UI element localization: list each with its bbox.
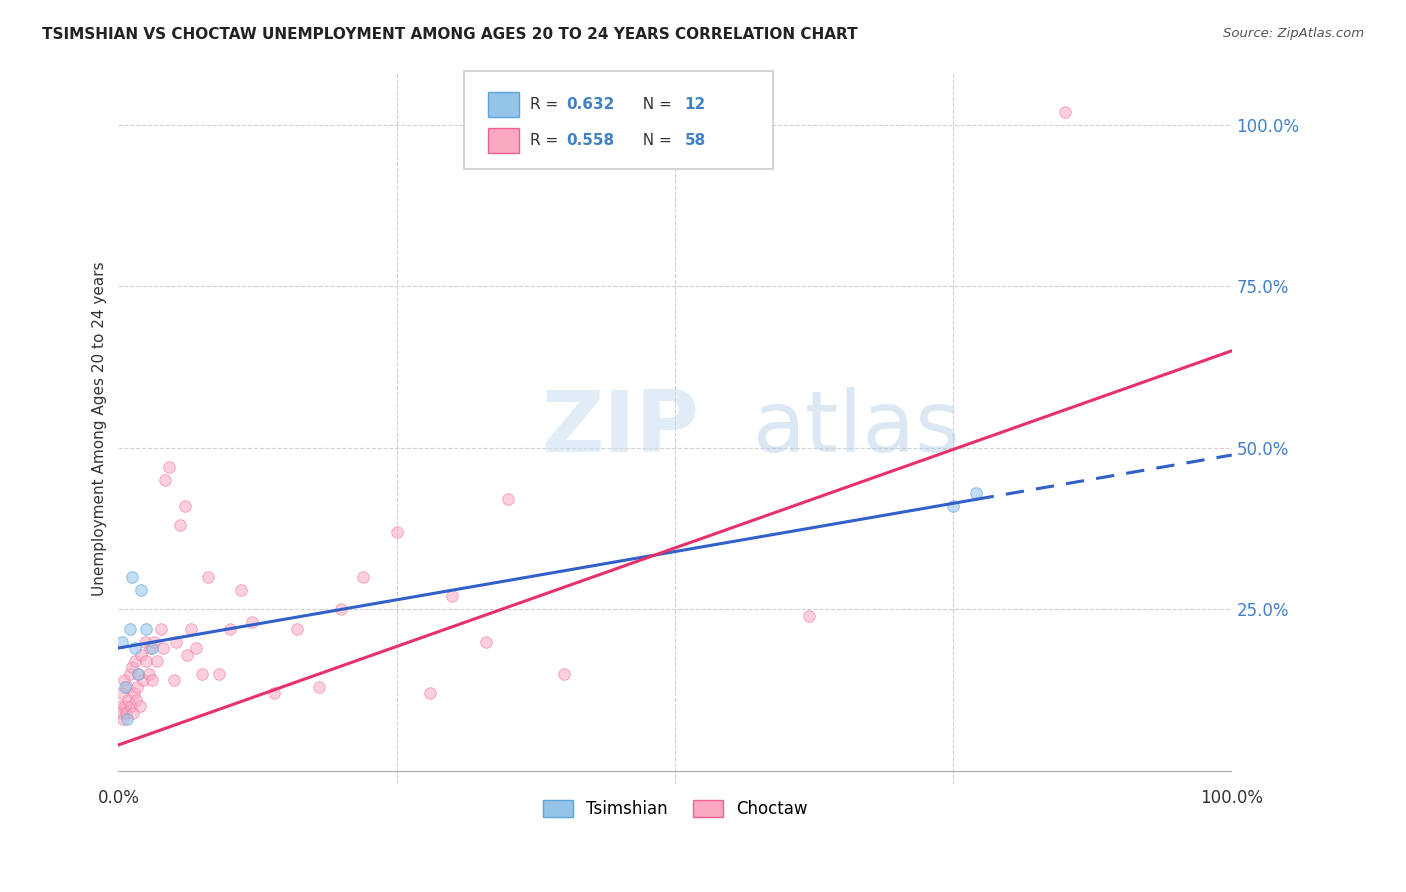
Point	[128, 699, 150, 714]
Point	[285, 622, 308, 636]
Y-axis label: Unemployment Among Ages 20 to 24 years: Unemployment Among Ages 20 to 24 years	[93, 261, 107, 596]
Point	[308, 680, 330, 694]
Point	[120, 699, 142, 714]
Point	[135, 654, 157, 668]
Point	[163, 673, 186, 688]
Point	[115, 706, 138, 720]
Text: Source: ZipAtlas.com: Source: ZipAtlas.com	[1223, 27, 1364, 40]
Point	[152, 641, 174, 656]
Point	[496, 492, 519, 507]
Point	[125, 692, 148, 706]
Point	[191, 666, 214, 681]
Point	[129, 648, 152, 662]
Point	[965, 486, 987, 500]
Text: N =: N =	[633, 97, 676, 112]
Point	[441, 590, 464, 604]
Point	[330, 602, 353, 616]
Point	[111, 686, 134, 700]
Point	[143, 634, 166, 648]
Point	[385, 524, 408, 539]
Point	[553, 666, 575, 681]
Point	[134, 634, 156, 648]
Point	[352, 570, 374, 584]
Point	[127, 666, 149, 681]
Point	[121, 660, 143, 674]
Point	[114, 680, 136, 694]
Text: 0.558: 0.558	[567, 133, 614, 147]
Point	[118, 622, 141, 636]
Point	[149, 622, 172, 636]
Point	[146, 654, 169, 668]
Point	[180, 622, 202, 636]
Point	[942, 499, 965, 513]
Text: ZIP: ZIP	[541, 387, 699, 470]
Point	[157, 460, 180, 475]
Point	[174, 499, 197, 513]
Point	[419, 686, 441, 700]
Point	[141, 673, 163, 688]
Point	[111, 712, 134, 726]
Text: 12: 12	[685, 97, 706, 112]
Point	[122, 686, 145, 700]
Point	[124, 654, 146, 668]
Point	[1053, 104, 1076, 119]
Text: 58: 58	[685, 133, 706, 147]
Point	[114, 699, 136, 714]
Point	[263, 686, 285, 700]
Point	[124, 641, 146, 656]
Point	[121, 570, 143, 584]
Point	[475, 634, 498, 648]
Point	[797, 608, 820, 623]
Point	[117, 712, 139, 726]
Text: atlas: atlas	[754, 387, 962, 470]
Point	[108, 699, 131, 714]
Text: N =: N =	[633, 133, 676, 147]
Point	[197, 570, 219, 584]
Point	[229, 582, 252, 597]
Text: TSIMSHIAN VS CHOCTAW UNEMPLOYMENT AMONG AGES 20 TO 24 YEARS CORRELATION CHART: TSIMSHIAN VS CHOCTAW UNEMPLOYMENT AMONG …	[42, 27, 858, 42]
Point	[176, 648, 198, 662]
Point	[153, 473, 176, 487]
Point	[122, 706, 145, 720]
Point	[165, 634, 187, 648]
Text: 0.632: 0.632	[567, 97, 614, 112]
Point	[110, 706, 132, 720]
Point	[218, 622, 240, 636]
Point	[135, 622, 157, 636]
Legend: Tsimshian, Choctaw: Tsimshian, Choctaw	[536, 794, 814, 825]
Point	[112, 673, 135, 688]
Point	[118, 666, 141, 681]
Point	[138, 641, 160, 656]
Point	[240, 615, 263, 630]
Point	[208, 666, 231, 681]
Point	[127, 680, 149, 694]
Point	[111, 634, 134, 648]
Point	[117, 680, 139, 694]
Point	[129, 582, 152, 597]
Point	[127, 666, 149, 681]
Text: R =: R =	[530, 133, 564, 147]
Point	[132, 673, 155, 688]
Text: R =: R =	[530, 97, 564, 112]
Point	[186, 641, 208, 656]
Point	[117, 692, 139, 706]
Point	[141, 641, 163, 656]
Point	[169, 518, 191, 533]
Point	[138, 666, 160, 681]
